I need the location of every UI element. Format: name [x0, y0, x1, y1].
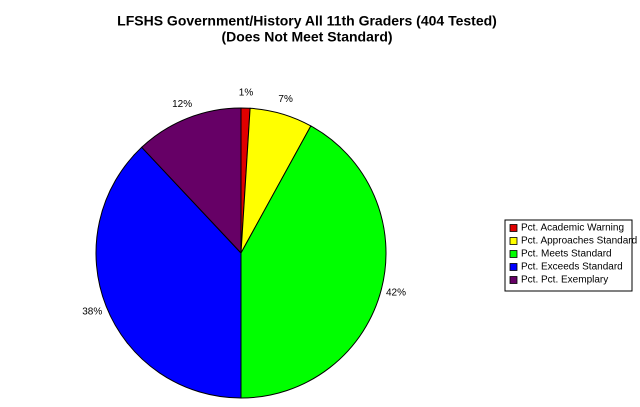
data-label: 1% [239, 88, 254, 99]
pie-slice [240, 125, 387, 399]
chart-title: LFSHS Government/History All 11th Grader… [117, 13, 497, 29]
legend-label: Pct. Meets Standard [521, 249, 612, 260]
data-label: 42% [386, 287, 406, 298]
legend-label: Pct. Pct. Exemplary [521, 275, 608, 286]
legend-swatch [509, 276, 518, 284]
pie-slice [95, 146, 242, 399]
legend-swatch [509, 250, 518, 258]
data-label: 38% [82, 307, 102, 318]
data-label: 7% [278, 94, 293, 105]
legend-label: Pct. Approaches Standard [521, 236, 637, 247]
legend-swatch [509, 263, 518, 271]
legend-swatch [509, 237, 518, 245]
legend-label: Pct. Academic Warning [521, 223, 624, 234]
data-label: 12% [172, 99, 192, 110]
pie-slice [141, 107, 242, 255]
legend-box [504, 219, 633, 292]
chart-subtitle: (Does Not Meet Standard) [221, 29, 392, 45]
legend-label: Pct. Exceeds Standard [521, 262, 623, 273]
legend-swatch [509, 224, 518, 232]
